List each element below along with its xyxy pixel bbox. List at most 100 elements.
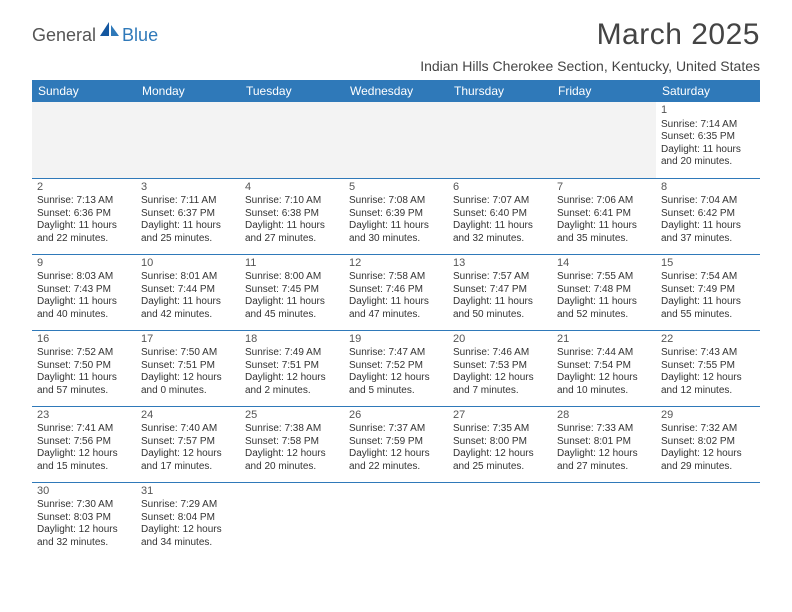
sunset-line: Sunset: 7:49 PM [661, 284, 755, 297]
daylight-line-2: and 2 minutes. [245, 385, 339, 398]
day-number: 7 [557, 181, 651, 195]
calendar-cell [656, 482, 760, 558]
daylight-line-2: and 52 minutes. [557, 309, 651, 322]
daylight-line-1: Daylight: 11 hours [661, 220, 755, 233]
sunset-line: Sunset: 7:53 PM [453, 360, 547, 373]
daylight-line-2: and 57 minutes. [37, 385, 131, 398]
calendar-cell: 6Sunrise: 7:07 AMSunset: 6:40 PMDaylight… [448, 178, 552, 254]
day-number: 12 [349, 257, 443, 271]
daylight-line-2: and 17 minutes. [141, 461, 235, 474]
calendar-cell: 30Sunrise: 7:30 AMSunset: 8:03 PMDayligh… [32, 482, 136, 558]
calendar-week-row: 9Sunrise: 8:03 AMSunset: 7:43 PMDaylight… [32, 254, 760, 330]
sunset-line: Sunset: 8:02 PM [661, 436, 755, 449]
sunset-line: Sunset: 8:03 PM [37, 512, 131, 525]
sunset-line: Sunset: 8:00 PM [453, 436, 547, 449]
sunset-line: Sunset: 7:47 PM [453, 284, 547, 297]
calendar-table: Sunday Monday Tuesday Wednesday Thursday… [32, 80, 760, 558]
sunrise-line: Sunrise: 7:30 AM [37, 499, 131, 512]
day-number: 10 [141, 257, 235, 271]
calendar-cell [240, 102, 344, 178]
calendar-cell: 27Sunrise: 7:35 AMSunset: 8:00 PMDayligh… [448, 406, 552, 482]
daylight-line-2: and 20 minutes. [245, 461, 339, 474]
daylight-line-1: Daylight: 12 hours [37, 524, 131, 537]
daylight-line-1: Daylight: 12 hours [245, 448, 339, 461]
day-number: 15 [661, 257, 755, 271]
calendar-cell [344, 102, 448, 178]
day-number: 1 [661, 104, 755, 118]
calendar-cell: 23Sunrise: 7:41 AMSunset: 7:56 PMDayligh… [32, 406, 136, 482]
daylight-line-1: Daylight: 11 hours [349, 296, 443, 309]
day-number: 25 [245, 409, 339, 423]
sunset-line: Sunset: 7:56 PM [37, 436, 131, 449]
daylight-line-1: Daylight: 11 hours [245, 220, 339, 233]
calendar-week-row: 23Sunrise: 7:41 AMSunset: 7:56 PMDayligh… [32, 406, 760, 482]
calendar-cell: 2Sunrise: 7:13 AMSunset: 6:36 PMDaylight… [32, 178, 136, 254]
sunrise-line: Sunrise: 7:43 AM [661, 347, 755, 360]
daylight-line-1: Daylight: 11 hours [557, 296, 651, 309]
calendar-cell [32, 102, 136, 178]
calendar-cell [552, 482, 656, 558]
calendar-week-row: 1Sunrise: 7:14 AMSunset: 6:35 PMDaylight… [32, 102, 760, 178]
sunrise-line: Sunrise: 7:57 AM [453, 271, 547, 284]
day-number: 3 [141, 181, 235, 195]
daylight-line-2: and 34 minutes. [141, 537, 235, 550]
daylight-line-1: Daylight: 12 hours [37, 448, 131, 461]
calendar-cell [552, 102, 656, 178]
day-number: 6 [453, 181, 547, 195]
sunrise-line: Sunrise: 7:41 AM [37, 423, 131, 436]
day-number: 26 [349, 409, 443, 423]
day-number: 31 [141, 485, 235, 499]
calendar-cell [344, 482, 448, 558]
daylight-line-2: and 20 minutes. [661, 156, 755, 169]
calendar-cell [448, 102, 552, 178]
day-number: 21 [557, 333, 651, 347]
calendar-cell: 3Sunrise: 7:11 AMSunset: 6:37 PMDaylight… [136, 178, 240, 254]
calendar-cell: 24Sunrise: 7:40 AMSunset: 7:57 PMDayligh… [136, 406, 240, 482]
calendar-cell: 21Sunrise: 7:44 AMSunset: 7:54 PMDayligh… [552, 330, 656, 406]
sunrise-line: Sunrise: 7:37 AM [349, 423, 443, 436]
sunset-line: Sunset: 7:51 PM [141, 360, 235, 373]
daylight-line-1: Daylight: 12 hours [349, 448, 443, 461]
sunrise-line: Sunrise: 7:50 AM [141, 347, 235, 360]
day-number: 16 [37, 333, 131, 347]
daylight-line-2: and 42 minutes. [141, 309, 235, 322]
day-number: 19 [349, 333, 443, 347]
calendar-cell: 1Sunrise: 7:14 AMSunset: 6:35 PMDaylight… [656, 102, 760, 178]
sunrise-line: Sunrise: 7:46 AM [453, 347, 547, 360]
daylight-line-1: Daylight: 11 hours [349, 220, 443, 233]
calendar-cell: 12Sunrise: 7:58 AMSunset: 7:46 PMDayligh… [344, 254, 448, 330]
daylight-line-2: and 50 minutes. [453, 309, 547, 322]
calendar-cell: 8Sunrise: 7:04 AMSunset: 6:42 PMDaylight… [656, 178, 760, 254]
daylight-line-1: Daylight: 11 hours [661, 296, 755, 309]
daylight-line-1: Daylight: 12 hours [557, 448, 651, 461]
daylight-line-1: Daylight: 12 hours [245, 372, 339, 385]
sunrise-line: Sunrise: 7:49 AM [245, 347, 339, 360]
daylight-line-2: and 15 minutes. [37, 461, 131, 474]
sunset-line: Sunset: 7:57 PM [141, 436, 235, 449]
day-header: Monday [136, 80, 240, 102]
day-number: 11 [245, 257, 339, 271]
sunrise-line: Sunrise: 7:40 AM [141, 423, 235, 436]
calendar-cell: 15Sunrise: 7:54 AMSunset: 7:49 PMDayligh… [656, 254, 760, 330]
sunset-line: Sunset: 6:39 PM [349, 208, 443, 221]
calendar-cell [448, 482, 552, 558]
daylight-line-2: and 55 minutes. [661, 309, 755, 322]
sunrise-line: Sunrise: 8:03 AM [37, 271, 131, 284]
daylight-line-1: Daylight: 12 hours [557, 372, 651, 385]
sunset-line: Sunset: 6:37 PM [141, 208, 235, 221]
sail-icon [100, 22, 120, 43]
daylight-line-1: Daylight: 11 hours [37, 372, 131, 385]
sunrise-line: Sunrise: 7:10 AM [245, 195, 339, 208]
day-number: 13 [453, 257, 547, 271]
daylight-line-1: Daylight: 12 hours [661, 372, 755, 385]
calendar-cell: 18Sunrise: 7:49 AMSunset: 7:51 PMDayligh… [240, 330, 344, 406]
daylight-line-1: Daylight: 12 hours [141, 448, 235, 461]
day-number: 28 [557, 409, 651, 423]
daylight-line-1: Daylight: 11 hours [141, 220, 235, 233]
daylight-line-1: Daylight: 12 hours [349, 372, 443, 385]
sunset-line: Sunset: 6:36 PM [37, 208, 131, 221]
calendar-cell: 26Sunrise: 7:37 AMSunset: 7:59 PMDayligh… [344, 406, 448, 482]
daylight-line-1: Daylight: 11 hours [245, 296, 339, 309]
daylight-line-1: Daylight: 12 hours [141, 372, 235, 385]
calendar-cell: 14Sunrise: 7:55 AMSunset: 7:48 PMDayligh… [552, 254, 656, 330]
